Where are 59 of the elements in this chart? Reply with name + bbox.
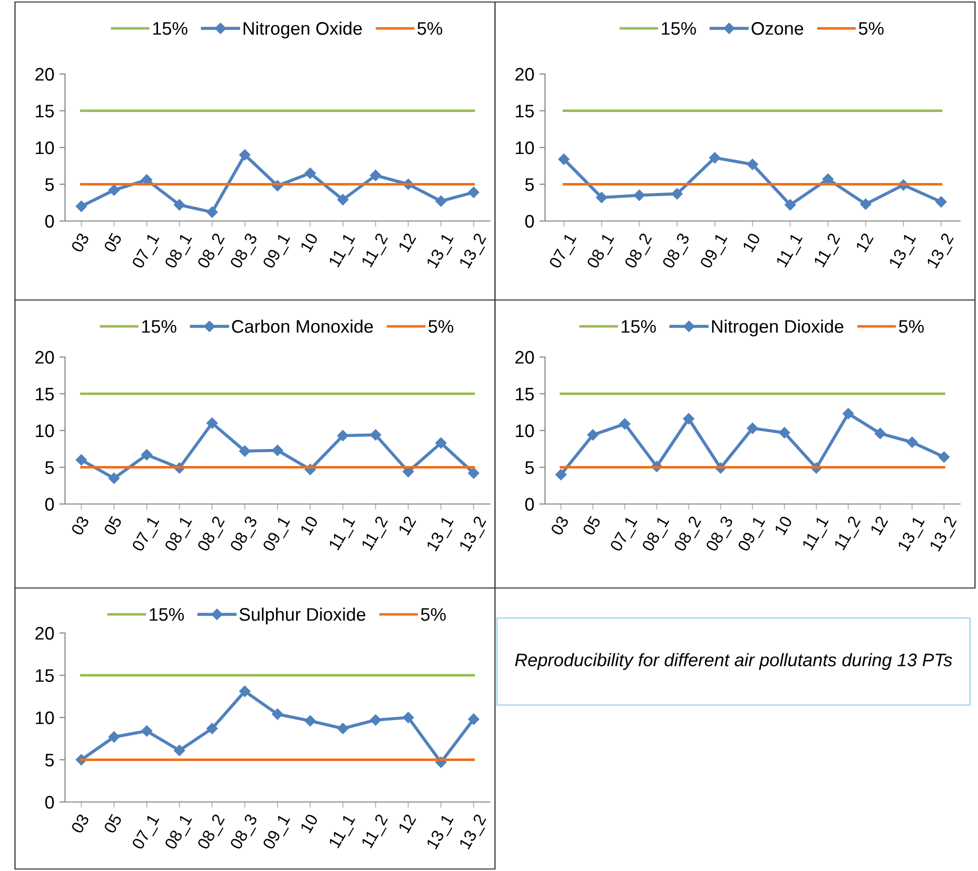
x-tick-label: 10 [742,232,761,252]
x-tick-label: 03 [70,515,90,536]
y-tick-label: 0 [525,214,534,228]
y-tick-label: 5 [45,178,54,191]
y-tick-label: 10 [36,424,54,438]
y-tick-label: 10 [516,141,534,154]
legend-label: 5% [428,320,454,333]
y-tick-label: 20 [35,350,54,364]
y-tick-label: 20 [515,350,534,364]
y-tick-label: 15 [36,388,54,400]
y-tick-label: 5 [45,461,54,474]
x-tick-label: 10 [300,813,318,834]
legend-label: 5% [858,22,884,35]
legend-label: 15% [662,22,696,35]
y-tick-label: 15 [36,669,54,682]
y-tick-label: 0 [45,796,54,809]
x-tick-label: 12 [398,232,416,252]
x-tick-label: 10 [300,232,318,252]
legend-label: 15% [150,608,184,621]
y-tick-label: 10 [36,711,54,724]
y-tick-label: 5 [525,461,534,474]
x-tick-label: 10 [774,515,793,536]
legend-label: 15% [142,320,176,333]
x-tick-label: 12 [398,813,416,834]
x-tick-label: 03 [550,515,570,536]
x-tick-label: 03 [70,813,90,834]
legend-label: Nitrogen Dioxide [712,320,844,336]
legend-label: 5% [421,608,446,621]
y-tick-label: 5 [45,754,54,766]
y-tick-label: 10 [36,141,54,154]
x-tick-label: 12 [855,232,874,252]
y-tick-label: 15 [516,388,534,400]
y-tick-label: 15 [516,104,534,118]
legend-label: 5% [899,320,924,333]
y-tick-label: 0 [45,498,54,511]
x-tick-label: 05 [582,515,602,536]
y-tick-label: 5 [525,178,534,191]
x-tick-label: 12 [398,515,416,536]
legend-label: Nitrogen Oxide [244,22,362,38]
x-tick-label: 05 [103,813,122,834]
text: Reproducibility for different air pollutants during 13 PTs [515,653,952,670]
y-tick-label: 20 [35,626,54,640]
legend-label: Sulphur Dioxide [239,608,366,624]
y-tick-label: 0 [525,498,534,511]
legend-label: Ozone [752,22,804,35]
x-tick-label: 10 [300,515,318,536]
x-tick-label: 12 [870,515,888,536]
legend-label: 15% [153,22,188,35]
x-tick-label: 05 [103,515,122,536]
x-tick-label: 03 [70,232,90,254]
y-tick-label: 0 [45,214,54,228]
y-tick-label: 15 [36,104,54,118]
y-tick-label: 10 [516,424,534,438]
legend-label: 5% [417,22,442,35]
x-tick-label: 05 [103,232,122,254]
legend-label: 15% [622,320,656,333]
legend-label: Carbon Monoxide [232,320,373,333]
y-tick-label: 20 [35,68,54,81]
y-tick-label: 20 [515,68,534,81]
